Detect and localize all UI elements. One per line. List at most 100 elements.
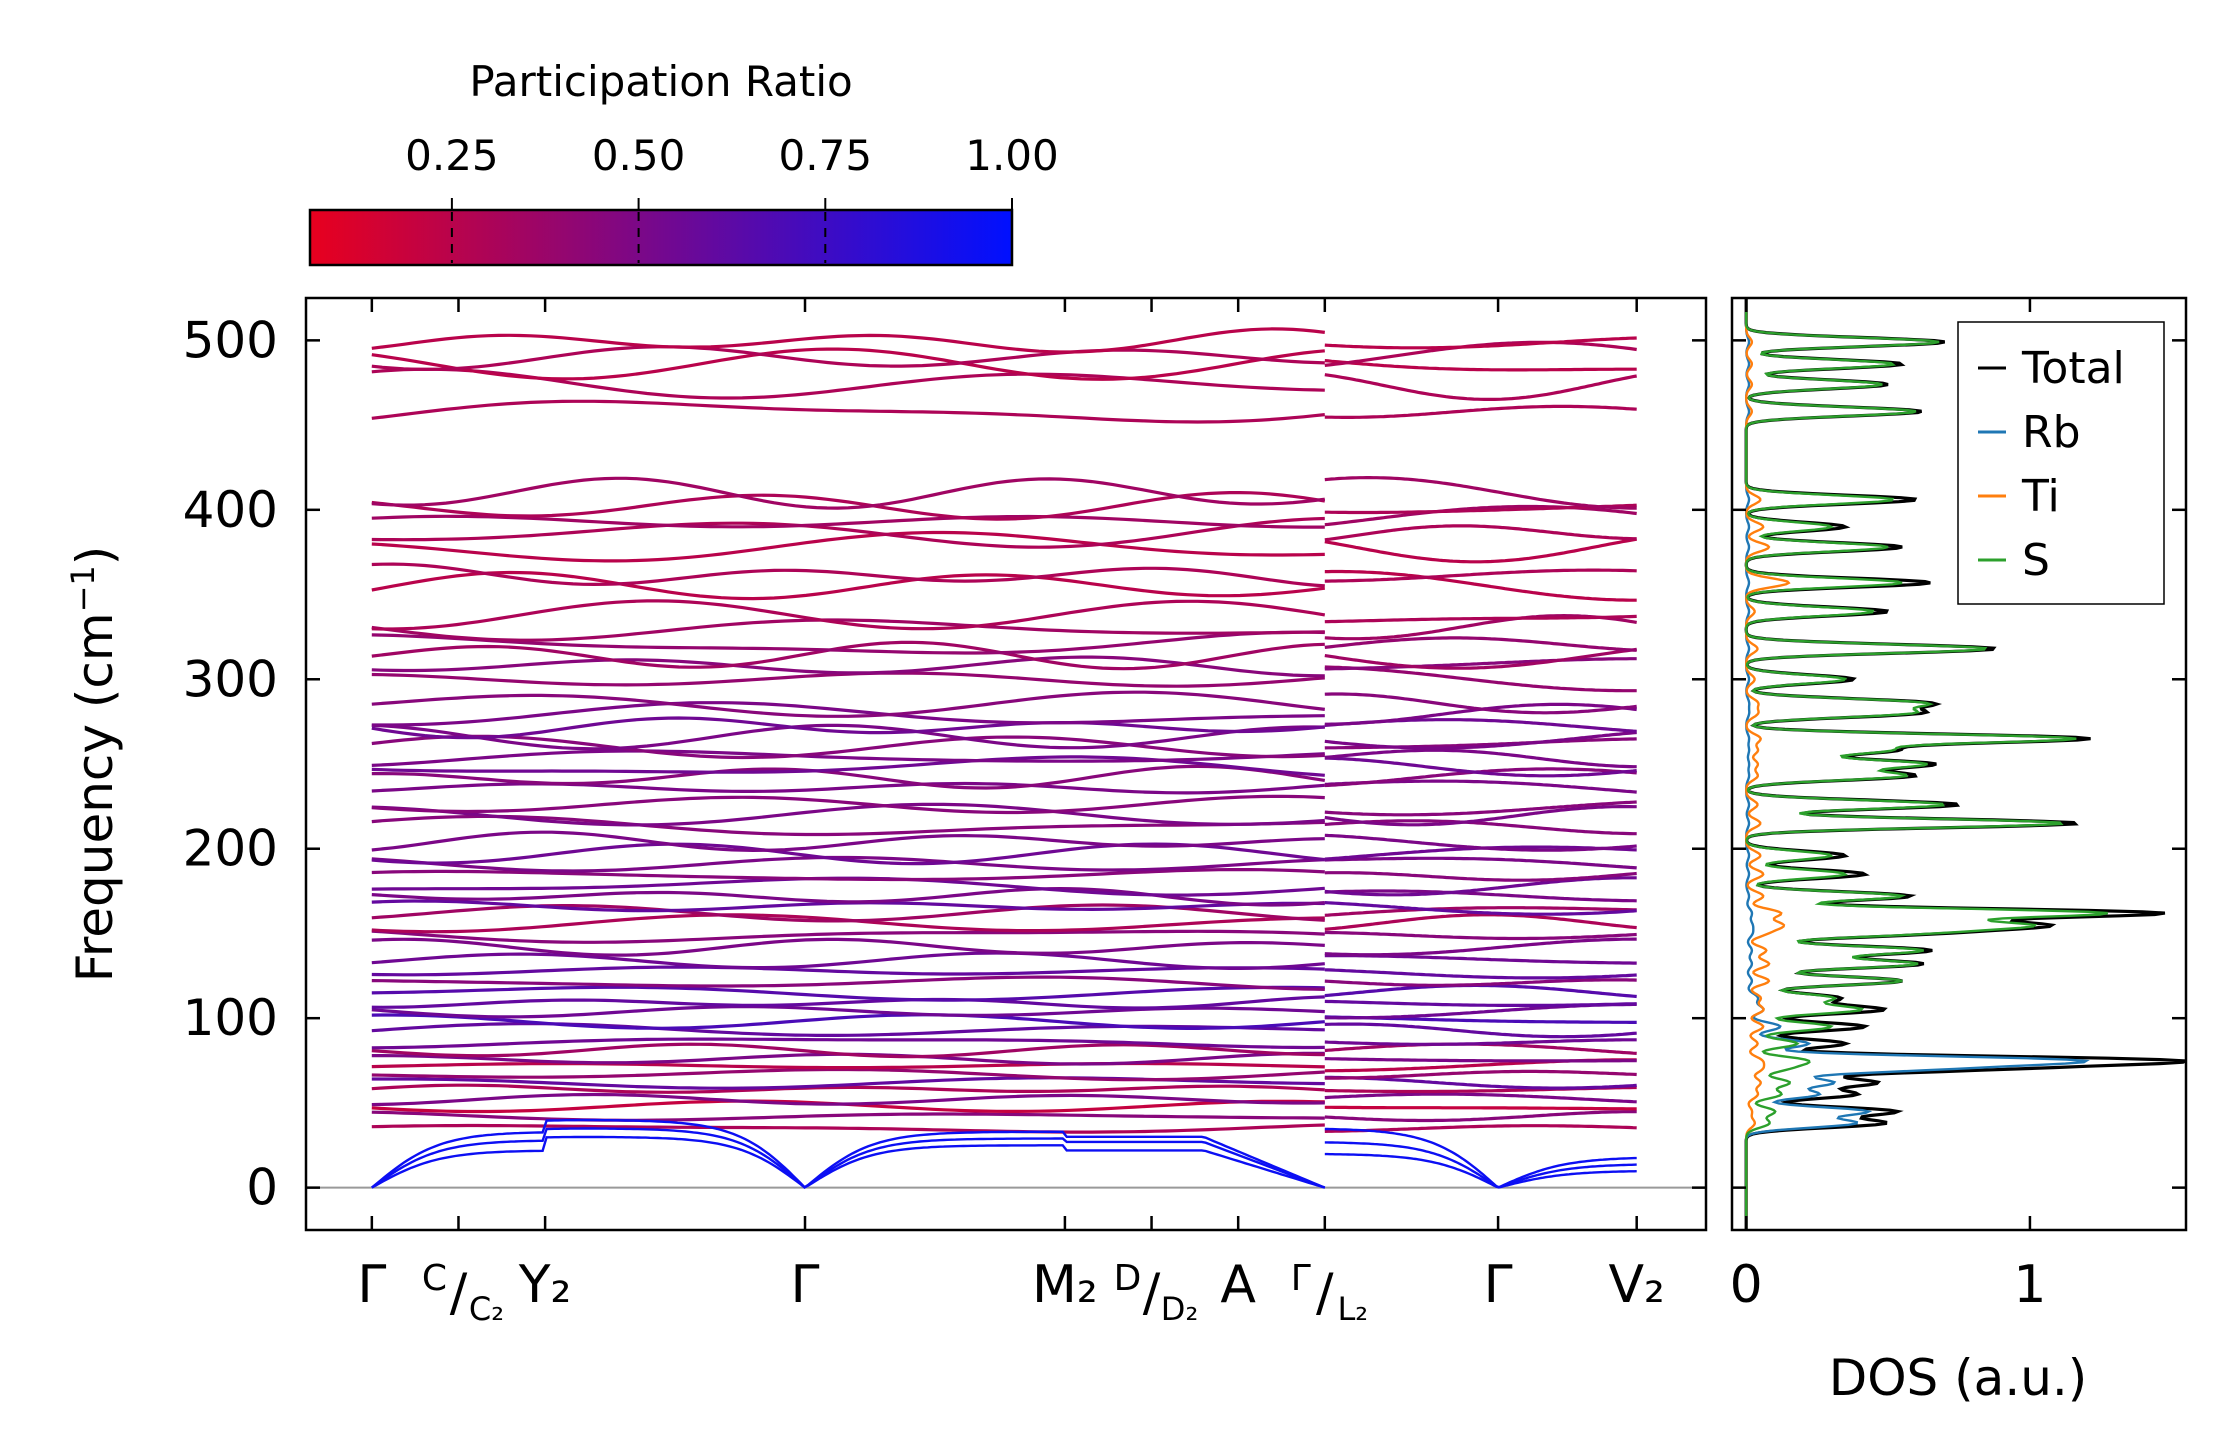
optical-band-segment-2 [1324,476,1637,510]
optical-band-segment-1 [371,1067,1325,1082]
optical-band-segment-2 [1324,503,1637,515]
optical-band-segment-2 [1324,730,1637,750]
colorbar-frame [308,208,1014,267]
optical-band-segment-2 [1324,336,1637,350]
optical-band-segment-1 [371,327,1325,354]
x-tick-label: Y₂ [518,1255,572,1315]
optical-band-segment-1 [371,514,1325,529]
x-tick-label-split: D / D₂ [1114,1258,1199,1328]
optical-band-segment-2 [1324,1057,1637,1063]
optical-band-segment-2 [1324,569,1637,602]
dos-legend: Total Rb Ti S [1957,321,2165,605]
optical-band-segment-1 [371,886,1325,907]
x-tick-label-split: Γ / L₂ [1291,1258,1368,1328]
optical-band-segment-2 [1324,568,1637,583]
optical-band-segment-2 [1324,819,1637,836]
optical-band-segment-1 [371,749,1325,767]
optical-band-segment-1 [371,1013,1325,1031]
acoustic-branch-TA1-seg2 [1324,1152,1637,1189]
optical-band-segment-2 [1324,906,1637,917]
optical-band-segment-1 [371,723,1325,751]
optical-band-segment-1 [371,842,1325,866]
optical-band-segment-2 [1324,1105,1637,1111]
optical-band-segment-2 [1324,692,1637,715]
optical-band-segment-1 [371,1037,1325,1050]
colorbar-tick-label: 0.25 [405,131,499,180]
dos-x-tick-label: 1 [2013,1255,2046,1315]
optical-band-segment-2 [1324,1038,1637,1046]
optical-band-segment-1 [371,671,1325,688]
optical-band-segment-1 [371,516,1325,549]
optical-band-segment-2 [1324,856,1637,870]
dos-series-ti [1744,298,1791,1230]
optical-band-segment-2 [1324,1075,1637,1090]
acoustic-branch-TA1 [371,1135,1326,1189]
colorbar-gradient [310,210,1012,265]
dos-panel-frame [1730,296,2188,1232]
x-tick-label-top: C [422,1258,447,1299]
legend-label-s: S [2022,535,2050,586]
optical-band-segment-1 [371,781,1325,795]
colorbar-tick-label: 1.00 [965,131,1059,180]
optical-band-segment-2 [1324,359,1637,372]
optical-band-segment-2 [1324,978,1637,987]
band-panel-frame [304,296,1708,1232]
optical-band-segment-1 [371,929,1325,944]
colorbar-label: Participation Ratio [469,57,852,106]
acoustic-branch-LA-seg2 [1324,1127,1637,1189]
optical-band-segment-1 [371,530,1325,563]
y-tick-label: 0 [246,1159,278,1217]
optical-band-segment-1 [371,655,1325,678]
optical-band-segment-2 [1324,373,1637,401]
x-tick-label: M₂ [1032,1255,1098,1315]
optical-band-segment-2 [1324,954,1637,965]
optical-band-segment-1 [371,701,1325,727]
optical-band-segment-1 [371,491,1326,521]
optical-band-segment-2 [1324,800,1637,817]
optical-band-segment-1 [371,1123,1325,1134]
optical-band-segment-1 [371,965,1325,977]
optical-band-segment-1 [371,630,1325,655]
x-tick-label: Γ [1484,1255,1513,1315]
optical-band-segment-1 [371,867,1325,882]
dos-x-tick-label: 0 [1730,1255,1763,1315]
x-tick-label-top: D [1114,1258,1142,1299]
optical-band-segment-1 [371,995,1325,1010]
legend-label-ti: Ti [2021,471,2060,522]
optical-band-segment-2 [1324,756,1637,778]
optical-band-segment-1 [371,1061,1325,1070]
y-tick-label: 300 [183,650,278,708]
optical-band-segment-2 [1324,901,1637,916]
optical-band-segment-1 [371,399,1325,424]
optical-band-segment-1 [371,1092,1325,1107]
optical-band-segment-1 [371,599,1326,631]
optical-band-segment-1 [371,618,1325,642]
dos-series-s [1744,298,2109,1230]
optical-band-segment-2 [1324,1092,1637,1104]
x-tick-label-bottom: L₂ [1337,1290,1368,1328]
optical-band-segment-2 [1324,404,1637,419]
y-tick-label: 200 [183,820,278,878]
optical-band-segment-1 [371,345,1325,372]
optical-band-segment-2 [1324,930,1637,941]
acoustic-branch-TA2-seg2 [1324,1141,1637,1189]
acoustic-branch-LA [371,1118,1326,1189]
x-tick-label-slash: / [1143,1263,1161,1323]
optical-band-segment-1 [371,975,1325,991]
optical-band-segment-1 [371,794,1325,815]
optical-band-segment-1 [371,690,1325,718]
optical-band-segment-1 [371,985,1325,1002]
x-tick-label: Γ [791,1255,820,1315]
colorbar-tick-label: 0.75 [779,131,873,180]
optical-band-segment-1 [371,913,1325,934]
y-tick-label: 400 [183,481,278,539]
colorbar-tick-label: 0.50 [592,131,686,180]
optical-band-segment-2 [1324,889,1637,903]
optical-band-segment-2 [1324,937,1637,957]
optical-band-segment-1 [371,716,1325,740]
x-tick-label: Γ [357,1255,386,1315]
x-tick-label-top: Γ [1291,1258,1311,1299]
optical-band-segment-2 [1324,871,1637,882]
optical-band-segment-1 [371,570,1325,601]
optical-band-segment-2 [1324,636,1637,652]
